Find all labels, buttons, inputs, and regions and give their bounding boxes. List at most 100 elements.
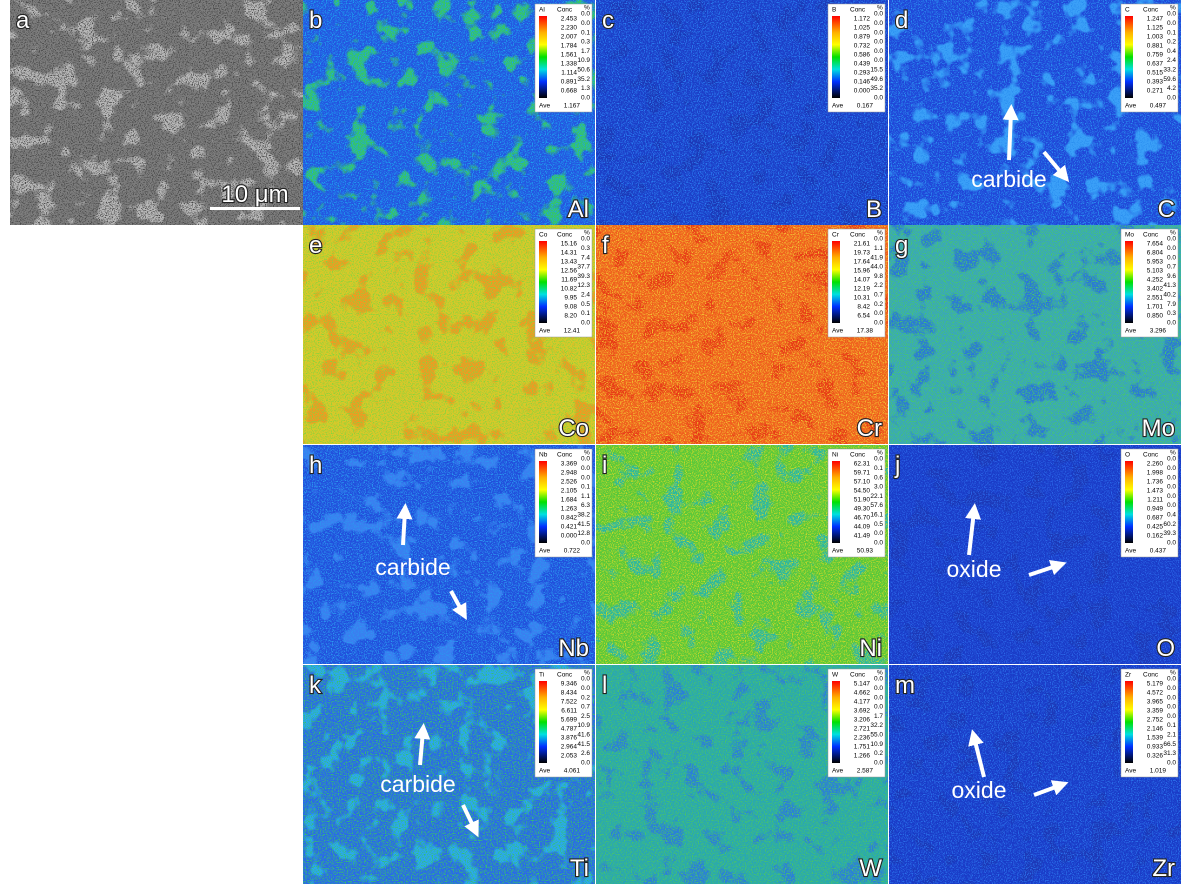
element-label: W (859, 855, 882, 882)
legend-conc: 14.07 (854, 277, 871, 284)
legend-pct: 2.2 (874, 282, 883, 289)
legend-conc: 10.31 (854, 295, 871, 302)
legend: Ni Conc % 62.31 59.71 57.10 54.50 51.90 49.30 46.… (827, 448, 886, 558)
legend-pct: 0.0 (1167, 484, 1176, 491)
legend-pct: 0.0 (874, 48, 883, 55)
legend-pct: 0.2 (1167, 39, 1176, 46)
color-bar (1125, 241, 1133, 323)
legend-pct-header: % (1170, 5, 1176, 12)
panel-letter: k (309, 672, 322, 699)
legend-conc: 0.271 (1147, 88, 1164, 95)
legend-pct: 39.3 (1163, 530, 1176, 537)
element-label: Nb (558, 635, 589, 662)
legend-conc: 59.71 (854, 470, 871, 477)
arrow (1002, 104, 1019, 161)
scale-bar-label: 10 μm (221, 181, 288, 208)
legend-pct: 0.0 (874, 685, 883, 692)
panel: b Al Al Conc % 2.453 2.230 2.007 1.784 1.561 1.338… (303, 0, 595, 225)
panel-letter: l (602, 672, 607, 699)
legend: Zr Conc % 5.179 4.572 3.965 3.359 2.752 2.146 1.5… (1120, 668, 1179, 778)
legend-pct: 0.1 (581, 484, 590, 491)
legend-pct-header: % (877, 230, 883, 237)
panel-letter: g (895, 232, 908, 259)
legend-conc: 0.759 (1147, 52, 1164, 59)
legend-pct: 15.5 (870, 67, 883, 74)
legend-pct: 7.4 (581, 254, 590, 261)
legend: Al Conc % 2.453 2.230 2.007 1.784 1.561 1.338 1.1… (534, 3, 593, 113)
legend-pct: 0.7 (1167, 264, 1176, 271)
legend-conc: 5.103 (1147, 268, 1164, 275)
legend-conc: 0.586 (854, 52, 871, 59)
panel: k Ti Ti Conc % 9.346 8.434 7.522 6.611 5.699 4.787… (303, 665, 595, 884)
legend-pct-header: % (584, 670, 590, 677)
legend-ave: 0.497 (1150, 103, 1167, 110)
annotation: carbide (375, 554, 450, 580)
annotation: oxide (947, 556, 1002, 582)
legend-pct: 57.6 (870, 502, 883, 509)
legend-pct: 0.0 (874, 694, 883, 701)
legend-pct: 9.8 (874, 273, 883, 280)
legend-conc: 0.933 (1147, 744, 1164, 751)
legend-pct: 0.3 (581, 39, 590, 46)
legend-element: Nb (539, 452, 548, 459)
legend: Co Conc % 15.16 14.31 13.43 12.56 11.69 10.82 9.9… (534, 228, 593, 338)
legend-pct: 12.3 (577, 282, 590, 289)
legend-conc: 6.54 (857, 313, 870, 320)
legend-ave: 17.38 (857, 328, 874, 335)
legend-conc: 14.31 (561, 250, 578, 257)
legend-pct: 35.2 (577, 76, 590, 83)
legend-conc: 11.69 (561, 277, 577, 284)
legend-pct: 0.0 (581, 539, 590, 546)
legend-ave: 12.41 (564, 328, 581, 335)
legend-conc: 2.948 (561, 470, 578, 477)
legend-conc: 1.263 (561, 506, 578, 513)
legend-pct: 55.0 (870, 732, 883, 739)
legend-conc-header: Conc (850, 672, 866, 679)
legend-conc: 0.000 (854, 88, 871, 95)
legend-conc: 21.61 (854, 241, 871, 248)
legend: O Conc % 2.260 1.998 1.736 1.473 1.211 0.949 0.68… (1120, 448, 1179, 558)
legend-conc: 1.998 (1147, 470, 1164, 477)
legend-conc: 2.146 (1147, 726, 1164, 733)
legend-element: Mo (1125, 232, 1134, 239)
element-label: Ti (570, 855, 589, 882)
legend-conc: 6.611 (561, 708, 577, 715)
legend-ave-label: Ave (539, 548, 550, 555)
legend-conc-header: Conc (557, 232, 573, 239)
legend-pct: 6.3 (581, 502, 590, 509)
legend-conc: 2.752 (1147, 717, 1164, 724)
legend-pct: 38.2 (577, 512, 590, 519)
legend-conc: 46.70 (854, 515, 871, 522)
legend-pct: 0.3 (1167, 310, 1176, 317)
legend-pct: 0.0 (874, 20, 883, 27)
legend-ave-label: Ave (539, 328, 550, 335)
element-label: B (866, 196, 882, 223)
panel-letter: d (895, 7, 908, 34)
legend-conc: 13.43 (561, 259, 578, 266)
legend-pct: 0.0 (581, 465, 590, 472)
legend-pct: 0.0 (1167, 245, 1176, 252)
legend-pct: 0.0 (1167, 676, 1176, 683)
color-bar (539, 461, 547, 543)
legend-conc-header: Conc (1143, 232, 1159, 239)
legend-pct: 1.1 (874, 245, 883, 252)
legend-pct: 0.0 (874, 704, 883, 711)
legend-conc: 1.338 (561, 61, 578, 68)
legend-pct: 0.0 (1167, 493, 1176, 500)
legend-ave-label: Ave (1125, 768, 1136, 775)
legend-conc: 5.179 (1147, 681, 1164, 688)
panel: g Mo Mo Conc % 7.654 6.804 5.953 5.103 4.252 3.402… (889, 225, 1181, 444)
legend-pct-header: % (1170, 450, 1176, 457)
legend-ave: 1.019 (1150, 768, 1167, 775)
legend-pct: 0.0 (581, 676, 590, 683)
legend-conc: 51.90 (854, 497, 871, 504)
legend-pct: 0.0 (874, 456, 883, 463)
legend-element: Zr (1125, 672, 1132, 679)
legend-pct-header: % (877, 5, 883, 12)
legend-ave: 4.061 (564, 768, 581, 775)
legend-pct: 39.3 (577, 273, 590, 280)
legend-pct: 41.6 (577, 732, 590, 739)
legend-pct: 0.7 (581, 704, 590, 711)
legend-pct: 41.5 (577, 741, 590, 748)
